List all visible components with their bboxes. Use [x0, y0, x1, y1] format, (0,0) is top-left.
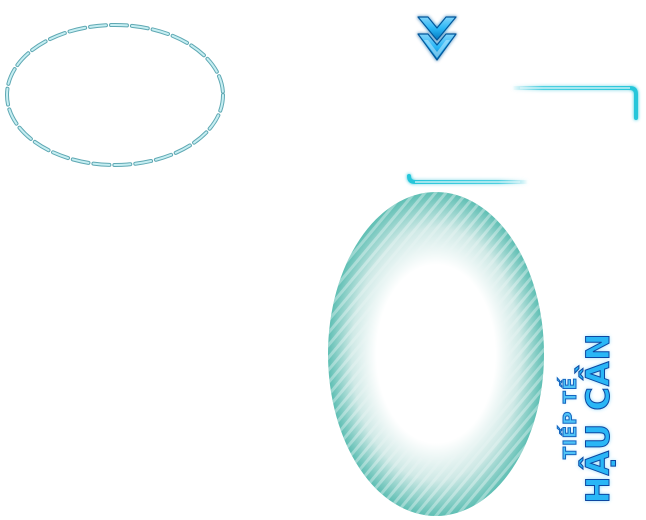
supply-logistics-title: TIẾP TẾ HẬU CẦN [560, 332, 618, 504]
corner-frame-icon [407, 86, 638, 184]
glow-ellipse-icon [328, 192, 544, 516]
title-line-2: HẬU CẦN [579, 332, 618, 504]
title-line-1: TIẾP TẾ [560, 376, 582, 460]
dashed-ellipse-icon [5, 23, 225, 167]
double-chevron-down-icon[interactable] [417, 16, 457, 61]
